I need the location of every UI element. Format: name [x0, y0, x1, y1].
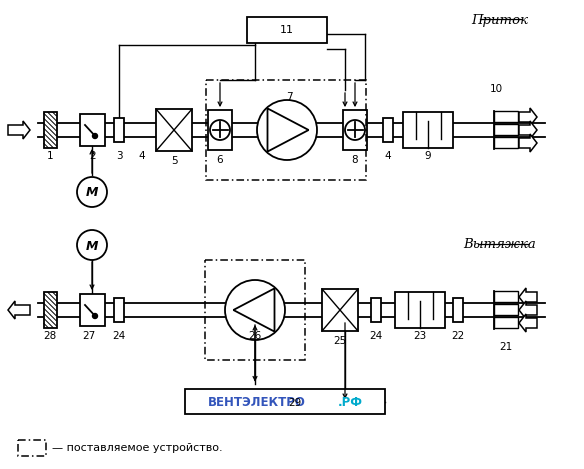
Text: Приток: Приток	[471, 14, 529, 27]
Bar	[114, 298, 124, 322]
Polygon shape	[519, 108, 537, 126]
Bar	[185, 389, 385, 415]
Text: M: M	[86, 187, 98, 199]
Text: 5: 5	[171, 156, 178, 166]
Circle shape	[92, 134, 98, 138]
Text: 4: 4	[385, 151, 391, 161]
Text: 21: 21	[499, 342, 513, 352]
Bar	[395, 292, 445, 328]
Text: 2: 2	[90, 151, 96, 161]
Circle shape	[92, 313, 98, 318]
Text: 8: 8	[352, 155, 359, 165]
Text: — поставляемое устройство.: — поставляемое устройство.	[52, 443, 223, 453]
Bar	[114, 118, 124, 142]
Text: 3: 3	[116, 151, 122, 161]
Text: 4: 4	[138, 151, 145, 161]
Bar	[322, 289, 358, 331]
Bar	[18, 440, 46, 456]
Bar	[43, 112, 57, 148]
Text: 24: 24	[112, 331, 126, 341]
Bar	[453, 298, 463, 322]
Bar	[494, 124, 518, 136]
Text: 1: 1	[47, 151, 53, 161]
Circle shape	[345, 120, 365, 140]
Text: .РФ: .РФ	[338, 395, 363, 408]
Bar	[79, 114, 105, 146]
Bar	[494, 304, 518, 316]
Bar	[403, 112, 453, 148]
Polygon shape	[234, 288, 274, 332]
Text: 22: 22	[451, 331, 465, 341]
Text: 9: 9	[425, 151, 432, 161]
Bar	[208, 110, 232, 150]
Polygon shape	[519, 314, 537, 332]
Text: 24: 24	[369, 331, 383, 341]
Text: 25: 25	[333, 336, 347, 346]
Bar	[205, 260, 305, 360]
Circle shape	[257, 100, 317, 160]
Bar	[206, 80, 366, 180]
Circle shape	[225, 280, 285, 340]
Text: M: M	[86, 240, 98, 252]
Text: ВЕНТЭЛЕКТРО: ВЕНТЭЛЕКТРО	[208, 395, 306, 408]
Text: 11: 11	[280, 25, 294, 35]
Bar	[494, 292, 518, 303]
Bar	[156, 109, 192, 151]
Circle shape	[210, 120, 230, 140]
Text: Вытяжка: Вытяжка	[464, 238, 536, 251]
Polygon shape	[519, 301, 537, 319]
Bar	[494, 137, 518, 149]
Text: 29: 29	[288, 398, 301, 408]
Text: 26: 26	[248, 331, 262, 341]
Bar	[383, 118, 393, 142]
Polygon shape	[519, 288, 537, 306]
Text: 28: 28	[43, 331, 57, 341]
Polygon shape	[267, 108, 308, 151]
Polygon shape	[8, 301, 30, 319]
Bar	[79, 294, 105, 326]
Bar	[494, 318, 518, 328]
Text: 10: 10	[489, 84, 503, 94]
Polygon shape	[519, 134, 537, 152]
Polygon shape	[519, 121, 537, 139]
Polygon shape	[8, 121, 30, 139]
Bar	[43, 292, 57, 328]
Bar	[371, 298, 381, 322]
Text: 27: 27	[82, 331, 96, 341]
Bar	[343, 110, 367, 150]
Text: 6: 6	[217, 155, 223, 165]
Text: 23: 23	[413, 331, 427, 341]
Circle shape	[77, 177, 107, 207]
Text: 7: 7	[286, 92, 293, 102]
Circle shape	[77, 230, 107, 260]
Bar	[494, 112, 518, 122]
Bar	[247, 17, 327, 43]
